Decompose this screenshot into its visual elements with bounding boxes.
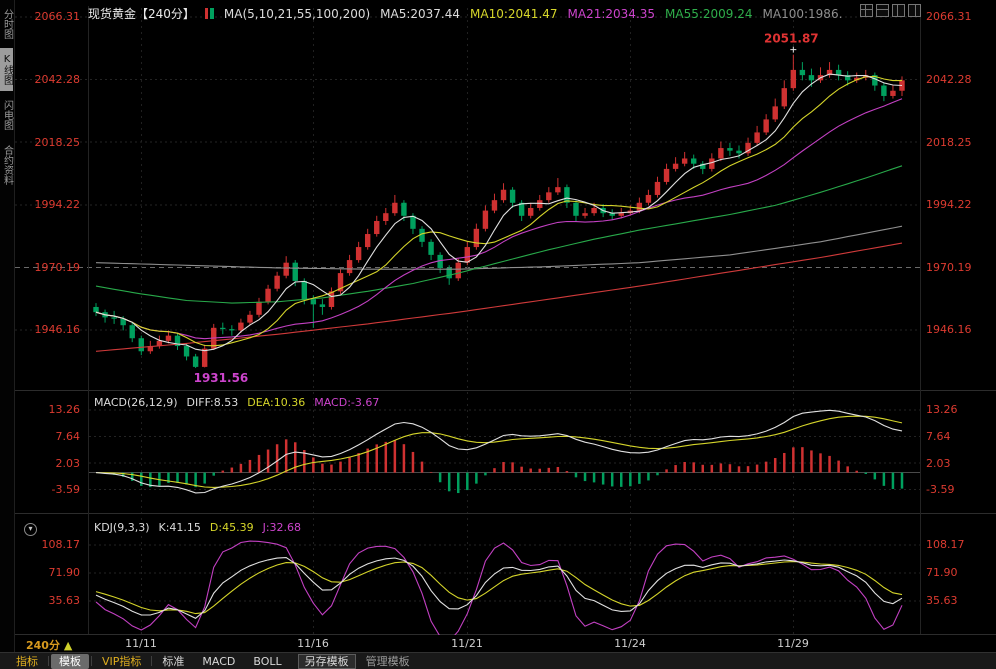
price-axis-label: 2042.28 (34, 73, 81, 86)
price-axis-label: 1994.22 (926, 198, 972, 211)
layout-icons (860, 4, 921, 17)
price-axis-label: 2042.28 (926, 73, 972, 86)
layout-horizontal-split-icon[interactable] (876, 4, 889, 17)
toolbar-tab-indicators[interactable]: 指标 (16, 654, 38, 668)
macd-axis-label: 7.64 (926, 430, 951, 443)
sidebar-item-lightning-chart[interactable]: 闪电图 (1, 100, 13, 130)
price-axis-label: 1994.22 (34, 198, 81, 211)
macd-axis-label: 7.64 (55, 430, 81, 443)
sidebar-item-kline-chart[interactable]: K线图 (0, 48, 13, 91)
kdj-params-label: KDJ(9,3,3) (94, 521, 150, 534)
toolbar-tab-macd[interactable]: MACD (202, 654, 236, 668)
toolbar-save-template-button[interactable]: 另存模板 (297, 653, 356, 669)
macd-axis-label: 2.03 (55, 457, 81, 470)
bottom-toolbar: 指标 模板 VIP指标 标准 MACD BOLL 另存模板 管理模板 (0, 652, 996, 669)
macd-header: MACD(26,12,9) DIFF:8.53 DEA:10.36 MACD:-… (94, 396, 379, 409)
date-axis-label: 11/29 (777, 637, 809, 650)
period-arrow-icon: ▲ (63, 639, 73, 652)
collapse-panel-button[interactable]: ▾ (24, 523, 37, 536)
layout-vertical-split-icon[interactable] (892, 4, 905, 17)
macd-axis-label: 13.26 (926, 403, 958, 416)
macd-dea-value: DEA:10.36 (247, 396, 306, 409)
toolbar-separator (91, 656, 92, 666)
price-axis-label: 2066.31 (34, 10, 81, 23)
kdj-header: KDJ(9,3,3) K:41.15 D:45.39 J:32.68 (94, 521, 301, 534)
ma-group-label: MA(5,10,21,55,100,200) (223, 6, 371, 21)
price-axis-label: 2018.25 (926, 136, 972, 149)
macd-axis-label: -3.59 (51, 483, 80, 496)
toolbar-tab-templates[interactable]: 模板 (51, 653, 89, 669)
ma100-value: MA100:1986. (762, 6, 843, 21)
layout-right-panel-icon[interactable] (908, 4, 921, 17)
macd-params-label: MACD(26,12,9) (94, 396, 178, 409)
toolbar-tab-boll[interactable]: BOLL (253, 654, 282, 668)
kdj-axis-label: 71.90 (48, 566, 81, 579)
kdj-j-value: J:32.68 (262, 521, 302, 534)
price-axis-label: 1970.19 (926, 261, 972, 274)
period-selector[interactable]: 240分 ▲ (26, 637, 72, 653)
sidebar-item-contract-info[interactable]: 合约资料 (1, 145, 13, 185)
price-axis-label: 2066.31 (926, 10, 972, 23)
kdj-axis-label: 108.17 (926, 538, 965, 551)
ma5-value: MA5:2037.44 (380, 6, 461, 21)
toolbar-tab-vip-indicators[interactable]: VIP指标 (102, 654, 142, 668)
period-label: 240分 (26, 639, 60, 652)
kdj-axis-label: 35.63 (48, 594, 81, 607)
kdj-d-value: D:45.39 (209, 521, 254, 534)
toolbar-tab-standard[interactable]: 标准 (162, 654, 185, 668)
price-axis-label: 1970.19 (34, 261, 81, 274)
toolbar-manage-template-button[interactable]: 管理模板 (365, 654, 410, 668)
macd-axis-label: 13.26 (48, 403, 81, 416)
date-axis-label: 11/11 (125, 637, 157, 650)
toolbar-separator (48, 656, 49, 666)
macd-axis-label: 2.03 (926, 457, 951, 470)
kdj-k-value: K:41.15 (158, 521, 201, 534)
instrument-title: 现货黄金【240分】 (88, 7, 195, 21)
date-axis-label: 11/16 (297, 637, 329, 650)
kdj-axis-label: 71.90 (926, 566, 958, 579)
kline-icon (204, 8, 214, 19)
kdj-axis-label: 35.63 (926, 594, 958, 607)
price-axis-label: 2018.25 (34, 136, 81, 149)
layout-grid-icon[interactable] (860, 4, 873, 17)
price-axis-label: 1946.16 (34, 323, 81, 336)
macd-diff-value: DIFF:8.53 (186, 396, 239, 409)
price-axis-label: 1946.16 (926, 323, 972, 336)
left-sidebar: 分时图 K线图 闪电图 合约资料 (0, 0, 15, 669)
svg-text:2051.87: 2051.87 (764, 32, 819, 46)
svg-text:1931.56: 1931.56 (194, 371, 249, 385)
ma55-value: MA55:2009.24 (665, 6, 753, 21)
kdj-axis-label: 108.17 (41, 538, 81, 551)
ma10-value: MA10:2041.47 (470, 6, 558, 21)
ma21-value: MA21:2034.35 (567, 6, 656, 21)
date-axis-label: 11/21 (451, 637, 483, 650)
toolbar-separator (151, 656, 153, 666)
macd-axis-label: -3.59 (926, 483, 955, 496)
chart-header: 现货黄金【240分】 MA(5,10,21,55,100,200) MA5:20… (88, 5, 842, 22)
date-axis-label: 11/24 (614, 637, 646, 650)
macd-bar-value: MACD:-3.67 (314, 396, 380, 409)
sidebar-item-time-chart[interactable]: 分时图 (1, 9, 13, 39)
